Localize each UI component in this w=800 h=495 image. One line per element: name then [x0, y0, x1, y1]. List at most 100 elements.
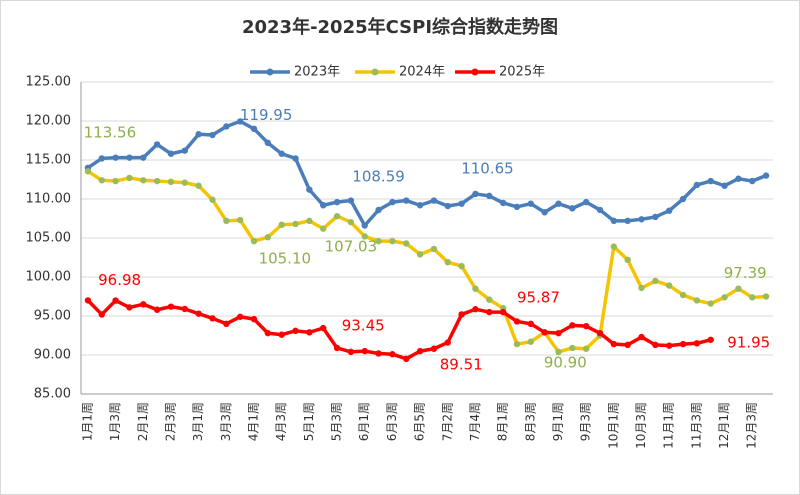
- y-tick-label: 115.00: [26, 153, 72, 168]
- data-label: 90.90: [544, 353, 587, 371]
- x-tick-label: 1月3周: [108, 402, 122, 441]
- data-point: [444, 258, 451, 266]
- y-tick-label: 95.00: [34, 309, 71, 324]
- data-point: [403, 355, 410, 363]
- data-label: 91.95: [727, 333, 770, 351]
- data-point: [472, 306, 479, 313]
- y-tick-label: 85.00: [34, 387, 71, 402]
- data-point: [513, 203, 521, 210]
- data-point: [375, 237, 382, 245]
- data-point: [333, 344, 341, 352]
- data-point: [195, 131, 202, 138]
- data-point: [264, 234, 272, 241]
- x-tick-label: 3月3周: [219, 402, 233, 441]
- data-point: [333, 212, 341, 220]
- data-point: [486, 192, 493, 200]
- data-label: 119.95: [240, 106, 293, 124]
- data-point: [112, 177, 119, 185]
- data-point: [292, 220, 299, 228]
- data-point: [624, 341, 631, 349]
- data-point: [320, 324, 327, 332]
- data-point: [236, 118, 244, 125]
- data-point: [569, 344, 576, 352]
- data-point: [306, 217, 313, 225]
- data-point: [278, 150, 285, 157]
- data-point: [638, 333, 645, 341]
- data-label: 96.98: [98, 271, 141, 289]
- data-point: [112, 297, 119, 304]
- data-point: [693, 297, 701, 304]
- y-tick-label: 90.00: [34, 348, 71, 363]
- x-tick-label: 5月3周: [330, 402, 344, 441]
- x-tick-label: 4月1周: [247, 402, 261, 441]
- y-tick-label: 100.00: [26, 270, 72, 285]
- data-label: 105.10: [259, 250, 312, 268]
- data-point: [735, 175, 742, 182]
- data-point: [375, 206, 382, 214]
- data-point: [140, 301, 147, 308]
- data-point: [126, 174, 133, 182]
- data-point: [638, 216, 645, 223]
- data-point: [513, 318, 521, 325]
- data-point: [624, 217, 631, 225]
- data-point: [195, 310, 202, 317]
- data-point: [306, 186, 313, 193]
- y-tick-label: 120.00: [26, 114, 72, 129]
- data-point: [652, 213, 659, 221]
- x-tick-label: 7月4周: [468, 402, 482, 441]
- data-point: [666, 282, 673, 289]
- data-point: [209, 315, 216, 322]
- x-tick-label: 2月1周: [136, 402, 150, 441]
- data-point: [361, 222, 368, 229]
- data-point: [292, 155, 299, 162]
- data-point: [569, 205, 576, 212]
- data-point: [721, 294, 728, 301]
- data-point: [555, 348, 562, 356]
- data-point: [223, 320, 230, 327]
- x-tick-label: 11月3周: [689, 402, 703, 449]
- data-point: [582, 198, 590, 206]
- data-point: [444, 339, 451, 346]
- data-point: [555, 200, 562, 207]
- x-tick-label: 4月3周: [274, 402, 288, 441]
- data-point: [638, 284, 645, 292]
- data-point: [153, 306, 161, 313]
- data-point: [181, 305, 188, 313]
- data-point: [527, 320, 534, 327]
- data-point: [679, 195, 687, 203]
- data-point: [375, 350, 382, 357]
- data-point: [430, 245, 438, 253]
- data-point: [444, 202, 451, 210]
- data-point: [181, 179, 188, 186]
- data-point: [458, 311, 465, 318]
- data-point: [707, 300, 714, 307]
- data-point: [582, 345, 590, 352]
- data-point: [721, 182, 728, 189]
- data-point: [126, 154, 133, 161]
- data-point: [361, 233, 368, 240]
- data-point: [610, 340, 618, 348]
- data-point: [223, 123, 230, 130]
- data-point: [458, 200, 465, 207]
- x-tick-label: 12月3周: [745, 402, 759, 449]
- data-point: [236, 313, 244, 320]
- legend-marker: [471, 68, 479, 76]
- data-point: [486, 296, 493, 303]
- x-tick-label: 11月1周: [662, 402, 676, 449]
- data-point: [693, 340, 701, 347]
- data-point: [458, 262, 465, 270]
- legend-label: 2025年: [499, 65, 545, 80]
- x-tick-label: 10月1周: [606, 402, 620, 449]
- data-point: [596, 206, 604, 214]
- data-point: [306, 329, 313, 336]
- data-point: [707, 177, 714, 185]
- data-point: [250, 315, 258, 323]
- data-point: [153, 141, 161, 148]
- data-point: [513, 340, 521, 348]
- x-tick-label: 10月3周: [634, 402, 648, 449]
- data-point: [292, 327, 299, 335]
- data-point: [347, 197, 355, 204]
- data-point: [693, 181, 701, 189]
- data-point: [98, 155, 105, 162]
